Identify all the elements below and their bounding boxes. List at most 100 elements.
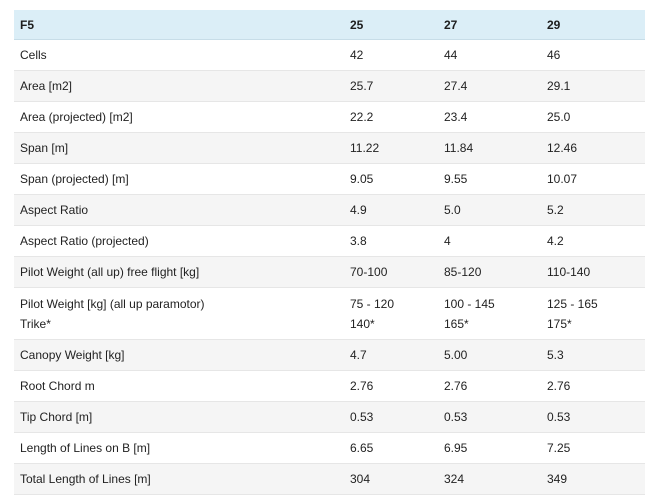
- value-cell-size-27: 0.53: [438, 401, 541, 433]
- table-row: Pilot Weight (all up) free flight [kg] 70…: [14, 256, 645, 288]
- value-cell-size-29: 2.76: [541, 370, 645, 402]
- row-label: Aspect Ratio: [20, 203, 89, 217]
- cell-value: 349: [547, 472, 568, 486]
- table-header: F5 25 27 29: [14, 10, 645, 40]
- value-cell-size-29: 7.25: [541, 432, 645, 464]
- cell-value: 0.53: [444, 410, 468, 424]
- value-cell-size-29: 29.1: [541, 70, 645, 102]
- value-cell-size-25: 0.53: [344, 401, 438, 433]
- row-label-cell: Aspect Ratio (projected): [14, 225, 344, 257]
- value-cell-size-25: 2.76: [344, 370, 438, 402]
- cell-value: 10.07: [547, 172, 578, 186]
- cell-value: 4.7: [350, 348, 367, 362]
- value-cell-size-29: 4.2: [541, 225, 645, 257]
- spec-table-container: F5 25 27 29 Cells 42 44 46 Area [m2] 25.7 27.4…: [14, 10, 645, 495]
- value-cell-size-27: 100 - 145 165*: [438, 287, 541, 340]
- cell-value: 9.55: [444, 172, 468, 186]
- cell-value: 6.95: [444, 441, 468, 455]
- cell-value: 9.05: [350, 172, 374, 186]
- value-cell-size-29: 25.0: [541, 101, 645, 133]
- value-cell-size-25: 22.2: [344, 101, 438, 133]
- row-label-cell: Span [m]: [14, 132, 344, 164]
- cell-value: 85-120: [444, 265, 482, 279]
- value-cell-size-29: 110-140: [541, 256, 645, 288]
- cell-value: 125 - 165: [547, 296, 598, 311]
- table-row: Area [m2] 25.7 27.4 29.1: [14, 70, 645, 102]
- row-label-cell: Cells: [14, 39, 344, 71]
- row-label-cell: Pilot Weight [kg] (all up paramotor) Trik…: [14, 287, 344, 340]
- row-label-cell: Span (projected) [m]: [14, 163, 344, 195]
- value-cell-size-29: 46: [541, 39, 645, 71]
- cell-value: 29.1: [547, 79, 571, 93]
- value-cell-size-27: 23.4: [438, 101, 541, 133]
- cell-value: 4.9: [350, 203, 367, 217]
- value-cell-size-25: 25.7: [344, 70, 438, 102]
- value-cell-size-27: 4: [438, 225, 541, 257]
- value-cell-size-25: 4.7: [344, 339, 438, 371]
- cell-value: 324: [444, 472, 465, 486]
- cell-value: 110-140: [547, 265, 591, 279]
- value-cell-size-25: 70-100: [344, 256, 438, 288]
- row-label: Total Length of Lines [m]: [20, 472, 151, 486]
- table-row: Canopy Weight [kg] 4.7 5.00 5.3: [14, 339, 645, 371]
- cell-value: 2.76: [350, 379, 374, 393]
- value-cell-size-29: 12.46: [541, 132, 645, 164]
- row-label: Aspect Ratio (projected): [20, 234, 149, 248]
- cell-value: 22.2: [350, 110, 374, 124]
- value-cell-size-29: 0.53: [541, 401, 645, 433]
- cell-value: 25.7: [350, 79, 374, 93]
- table-row: Aspect Ratio 4.9 5.0 5.2: [14, 194, 645, 226]
- value-cell-size-29: 125 - 165 175*: [541, 287, 645, 340]
- header-size-25: 25: [344, 10, 438, 40]
- value-cell-size-29: 349: [541, 463, 645, 495]
- value-cell-size-25: 9.05: [344, 163, 438, 195]
- cell-value: 5.00: [444, 348, 468, 362]
- cell-value: 44: [444, 48, 458, 62]
- row-label-cell: Tip Chord [m]: [14, 401, 344, 433]
- cell-value: 23.4: [444, 110, 468, 124]
- cell-value: 11.22: [350, 141, 380, 155]
- value-cell-size-29: 10.07: [541, 163, 645, 195]
- cell-value: 11.84: [444, 141, 474, 155]
- row-label: Span [m]: [20, 141, 69, 155]
- spec-table: F5 25 27 29 Cells 42 44 46 Area [m2] 25.7 27.4…: [14, 10, 645, 495]
- cell-value: 46: [547, 48, 561, 62]
- cell-value: 25.0: [547, 110, 571, 124]
- value-cell-size-27: 44: [438, 39, 541, 71]
- cell-value: 100 - 145: [444, 296, 495, 311]
- table-row: Length of Lines on B [m] 6.65 6.95 7.25: [14, 432, 645, 464]
- row-label-cell: Aspect Ratio: [14, 194, 344, 226]
- value-cell-size-25: 3.8: [344, 225, 438, 257]
- header-size-27: 27: [438, 10, 541, 40]
- table-row: Span [m] 11.22 11.84 12.46: [14, 132, 645, 164]
- row-label: Cells: [20, 48, 47, 62]
- table-row: Span (projected) [m] 9.05 9.55 10.07: [14, 163, 645, 195]
- table-body: Cells 42 44 46 Area [m2] 25.7 27.4 29.1 Area (pr…: [14, 39, 645, 495]
- cell-value: 0.53: [547, 410, 571, 424]
- table-row: Cells 42 44 46: [14, 39, 645, 71]
- cell-value: 4.2: [547, 234, 564, 248]
- cell-value: 140*: [350, 316, 375, 331]
- cell-value: 75 - 120: [350, 296, 395, 311]
- value-cell-size-27: 27.4: [438, 70, 541, 102]
- row-label-cell: Length of Lines on B [m]: [14, 432, 344, 464]
- value-cell-size-27: 2.76: [438, 370, 541, 402]
- cell-value: 70-100: [350, 265, 388, 279]
- cell-value: 5.2: [547, 203, 564, 217]
- row-label-cell: Area (projected) [m2]: [14, 101, 344, 133]
- value-cell-size-25: 304: [344, 463, 438, 495]
- cell-value: 5.0: [444, 203, 461, 217]
- cell-value: 0.53: [350, 410, 374, 424]
- cell-value: 42: [350, 48, 364, 62]
- table-row: Tip Chord [m] 0.53 0.53 0.53: [14, 401, 645, 433]
- row-label-cell: Canopy Weight [kg]: [14, 339, 344, 371]
- value-cell-size-27: 11.84: [438, 132, 541, 164]
- value-cell-size-25: 42: [344, 39, 438, 71]
- table-row: Pilot Weight [kg] (all up paramotor) Trik…: [14, 287, 645, 340]
- cell-value: 165*: [444, 316, 469, 331]
- row-label: Length of Lines on B [m]: [20, 441, 151, 455]
- cell-value: 4: [444, 234, 451, 248]
- row-label: Area (projected) [m2]: [20, 110, 133, 124]
- value-cell-size-27: 85-120: [438, 256, 541, 288]
- header-row: F5 25 27 29: [14, 10, 645, 40]
